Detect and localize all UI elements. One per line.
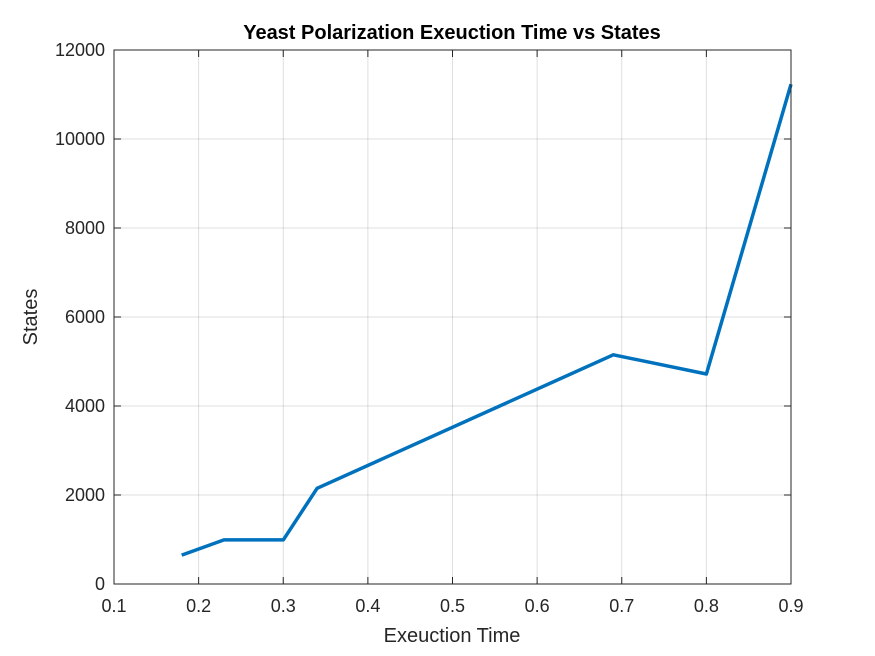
y-tick-label: 6000 (65, 307, 105, 327)
y-axis-label: States (20, 289, 42, 346)
y-tick-label: 10000 (55, 129, 105, 149)
y-tick-label: 0 (95, 574, 105, 594)
y-tick-label: 12000 (55, 40, 105, 60)
series-line (181, 83, 793, 557)
x-tick-label: 0.6 (525, 596, 550, 616)
x-gridlines (113, 50, 792, 584)
y-tick-label: 4000 (65, 396, 105, 416)
y-tick-label: 8000 (65, 218, 105, 238)
y-axis: 0 2000 4000 6000 8000 10000 12000 (55, 40, 791, 594)
x-tick-label: 0.3 (271, 596, 296, 616)
x-tick-label: 0.7 (609, 596, 634, 616)
y-tick-label: 2000 (65, 485, 105, 505)
chart-title: Yeast Polarization Exeuction Time vs Sta… (243, 22, 661, 44)
x-tick-label: 0.9 (778, 596, 803, 616)
x-tick-label: 0.2 (186, 596, 211, 616)
x-tick-label: 0.1 (101, 596, 126, 616)
x-tick-label: 0.8 (694, 596, 719, 616)
x-tick-label: 0.5 (440, 596, 465, 616)
x-axis: 0.1 0.2 0.3 0.4 0.5 0.6 0.7 0.8 0.9 (101, 50, 804, 616)
x-tick-label: 0.4 (355, 596, 380, 616)
plot-area (114, 50, 791, 584)
series-layer (181, 83, 793, 557)
x-axis-label: Exeuction Time (384, 625, 521, 647)
